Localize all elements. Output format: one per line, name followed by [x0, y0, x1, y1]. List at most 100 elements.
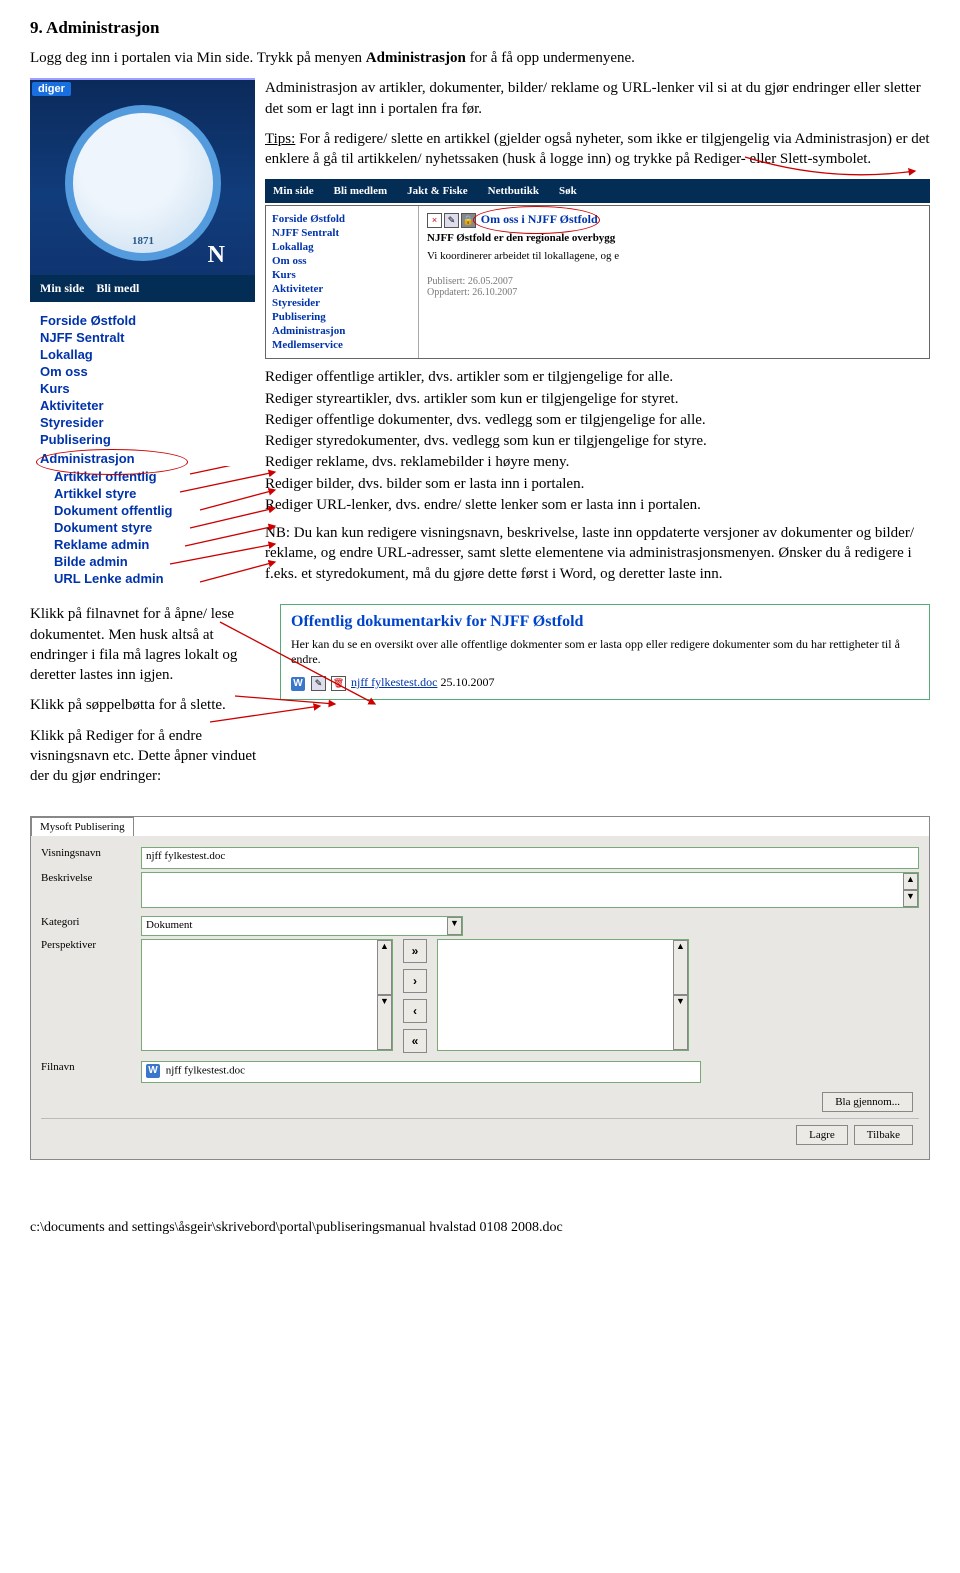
- sidebar-item[interactable]: Aktiviteter: [40, 397, 249, 414]
- action-icons: ×✎🔒: [427, 213, 478, 228]
- nav2-item[interactable]: Bli medlem: [334, 185, 387, 197]
- bullet-line: Rediger styreartikler, dvs. artikler som…: [265, 389, 930, 409]
- nav2-item[interactable]: Søk: [559, 185, 577, 197]
- sidebar-item[interactable]: Publisering: [40, 431, 249, 448]
- mini-left-item[interactable]: Forside Østfold: [272, 212, 412, 226]
- select-kategori[interactable]: Dokument ▼: [141, 916, 463, 936]
- archive-file-link[interactable]: njff fylkestest.doc: [351, 675, 437, 689]
- mini-left-item[interactable]: Aktiviteter: [272, 282, 412, 296]
- sidebar-sub-item[interactable]: Artikkel styre: [40, 485, 249, 502]
- bullet-line: Rediger offentlige dokumenter, dvs. vedl…: [265, 410, 930, 430]
- sidebar-item[interactable]: Kurs: [40, 380, 249, 397]
- label-visningsnavn: Visningsnavn: [41, 847, 141, 859]
- side-menu: Forside Østfold NJFF Sentralt Lokallag O…: [30, 302, 255, 598]
- nav2-item[interactable]: Jakt & Fiske: [407, 185, 468, 197]
- bullet-line: Rediger URL-lenker, dvs. endre/ slette l…: [265, 495, 930, 515]
- back-button[interactable]: Tilbake: [854, 1125, 913, 1145]
- mini-left-item[interactable]: Administrasjon: [272, 324, 412, 338]
- word-file-icon: W: [146, 1064, 160, 1078]
- scroll-down-icon[interactable]: ▼: [903, 890, 918, 907]
- curve-arrow-annotation: [740, 153, 920, 183]
- archive-file-date: 25.10.2007: [440, 675, 494, 689]
- mini-left-item[interactable]: Kurs: [272, 268, 412, 282]
- label-filnavn: Filnavn: [41, 1061, 141, 1073]
- scroll-up-icon[interactable]: ▲: [903, 873, 918, 890]
- left-column: diger 1871 N Min side Bli medl Forside Ø…: [30, 78, 255, 598]
- browse-button[interactable]: Bla gjennom...: [822, 1092, 913, 1112]
- published-date: Publisert: 26.05.2007: [427, 276, 921, 287]
- textarea-beskrivelse[interactable]: ▲▼: [141, 872, 919, 908]
- article-title: Om oss i NJFF Østfold: [481, 212, 598, 226]
- note-edit: Klikk på Rediger for å endre visningsnav…: [30, 726, 270, 787]
- label-perspektiver: Perspektiver: [41, 939, 141, 951]
- sidebar-item[interactable]: Styresider: [40, 414, 249, 431]
- sidebar-sub-item[interactable]: Reklame admin: [40, 536, 249, 553]
- sidebar-item-administrasjon[interactable]: Administrasjon: [40, 450, 249, 467]
- archive-title: Offentlig dokumentarkiv for NJFF Østfold: [291, 613, 919, 631]
- sidebar-item[interactable]: Om oss: [40, 363, 249, 380]
- move-right-button[interactable]: ›: [403, 969, 427, 993]
- article-subtitle: NJFF Østfold er den regionale overbygg: [427, 232, 921, 244]
- edit-form-window: Mysoft Publisering Visningsnavn njff fyl…: [30, 816, 930, 1160]
- bullet-line: Rediger offentlige artikler, dvs. artikl…: [265, 367, 930, 387]
- mini-left-item[interactable]: Lokallag: [272, 240, 412, 254]
- mini-left-item[interactable]: Publisering: [272, 310, 412, 324]
- rediger-corner-button[interactable]: diger: [32, 82, 71, 96]
- nav2-item[interactable]: Nettbutikk: [488, 185, 539, 197]
- listbox-perspektiver-left[interactable]: ▲▼: [141, 939, 393, 1051]
- updated-date: Oppdatert: 26.10.2007: [427, 287, 921, 298]
- save-button[interactable]: Lagre: [796, 1125, 848, 1145]
- archive-text: Her kan du se en oversikt over alle offe…: [291, 637, 919, 667]
- move-all-left-button[interactable]: «: [403, 1029, 427, 1053]
- sidebar-item[interactable]: Lokallag: [40, 346, 249, 363]
- footer-file-path: c:\documents and settings\åsgeir\skriveb…: [30, 1220, 930, 1236]
- min-side-bar: Min side Bli medl: [30, 275, 255, 302]
- sidebar-sub-item[interactable]: Dokument offentlig: [40, 502, 249, 519]
- right-column: Administrasjon av artikler, dokumenter, …: [265, 78, 930, 594]
- mini-left-item[interactable]: Om oss: [272, 254, 412, 268]
- lock-icon[interactable]: 🔒: [461, 213, 476, 228]
- sidebar-item[interactable]: Forside Østfold: [40, 312, 249, 329]
- left-notes: Klikk på filnavnet for å åpne/ lese doku…: [30, 604, 270, 796]
- intro-paragraph: Logg deg inn i portalen via Min side. Tr…: [30, 48, 930, 68]
- article-snippet: Vi koordinerer arbeidet til lokallagene,…: [427, 250, 921, 262]
- mini-left-item[interactable]: Medlemservice: [272, 338, 412, 352]
- sidebar-sub-item[interactable]: URL Lenke admin: [40, 570, 249, 587]
- move-left-button[interactable]: ‹: [403, 999, 427, 1023]
- section-heading: 9. Administrasjon: [30, 18, 930, 38]
- label-kategori: Kategori: [41, 916, 141, 928]
- bullet-line: Rediger styredokumenter, dvs. vedlegg so…: [265, 431, 930, 451]
- mini-left-item[interactable]: NJFF Sentralt: [272, 226, 412, 240]
- nav-min-side[interactable]: Min side: [40, 281, 84, 295]
- form-tab[interactable]: Mysoft Publisering: [31, 817, 134, 836]
- njff-logo-panel: diger 1871 N: [30, 78, 255, 275]
- para-tips: Tips: For å redigere/ slette en artikkel…: [265, 129, 930, 170]
- bullet-line: Rediger reklame, dvs. reklamebilder i hø…: [265, 452, 930, 472]
- sidebar-sub-item[interactable]: Dokument styre: [40, 519, 249, 536]
- nb-paragraph: NB: Du kan kun redigere visningsnavn, be…: [265, 523, 930, 584]
- edit-icon[interactable]: ✎: [311, 676, 326, 691]
- input-filnavn[interactable]: W njff fylkestest.doc: [141, 1061, 701, 1083]
- listbox-perspektiver-right[interactable]: ▲▼: [437, 939, 689, 1051]
- label-beskrivelse: Beskrivelse: [41, 872, 141, 884]
- delete-icon[interactable]: 🗑: [331, 676, 346, 691]
- nav2-item[interactable]: Min side: [273, 185, 314, 197]
- edit-icon[interactable]: ✎: [444, 213, 459, 228]
- word-file-icon: W: [291, 677, 305, 691]
- sidebar-sub-item[interactable]: Bilde admin: [40, 553, 249, 570]
- sidebar-item[interactable]: NJFF Sentralt: [40, 329, 249, 346]
- mini-left-item[interactable]: Styresider: [272, 296, 412, 310]
- dropdown-icon[interactable]: ▼: [447, 917, 462, 935]
- nav-bli-medlem[interactable]: Bli medl: [96, 281, 139, 295]
- document-archive-panel: Offentlig dokumentarkiv for NJFF Østfold…: [280, 604, 930, 700]
- delete-icon[interactable]: ×: [427, 213, 442, 228]
- inner-screenshot: Min side Bli medlem Jakt & Fiske Nettbut…: [265, 179, 930, 359]
- sidebar-sub-item[interactable]: Artikkel offentlig: [40, 468, 249, 485]
- move-all-right-button[interactable]: »: [403, 939, 427, 963]
- note-delete: Klikk på søppelbøtta for å slette.: [30, 695, 270, 715]
- bullet-line: Rediger bilder, dvs. bilder som er lasta…: [265, 474, 930, 494]
- input-visningsnavn[interactable]: njff fylkestest.doc: [141, 847, 919, 869]
- para-admin-desc: Administrasjon av artikler, dokumenter, …: [265, 78, 930, 119]
- njff-logo-icon: 1871: [65, 105, 221, 261]
- note-open-file: Klikk på filnavnet for å åpne/ lese doku…: [30, 604, 270, 685]
